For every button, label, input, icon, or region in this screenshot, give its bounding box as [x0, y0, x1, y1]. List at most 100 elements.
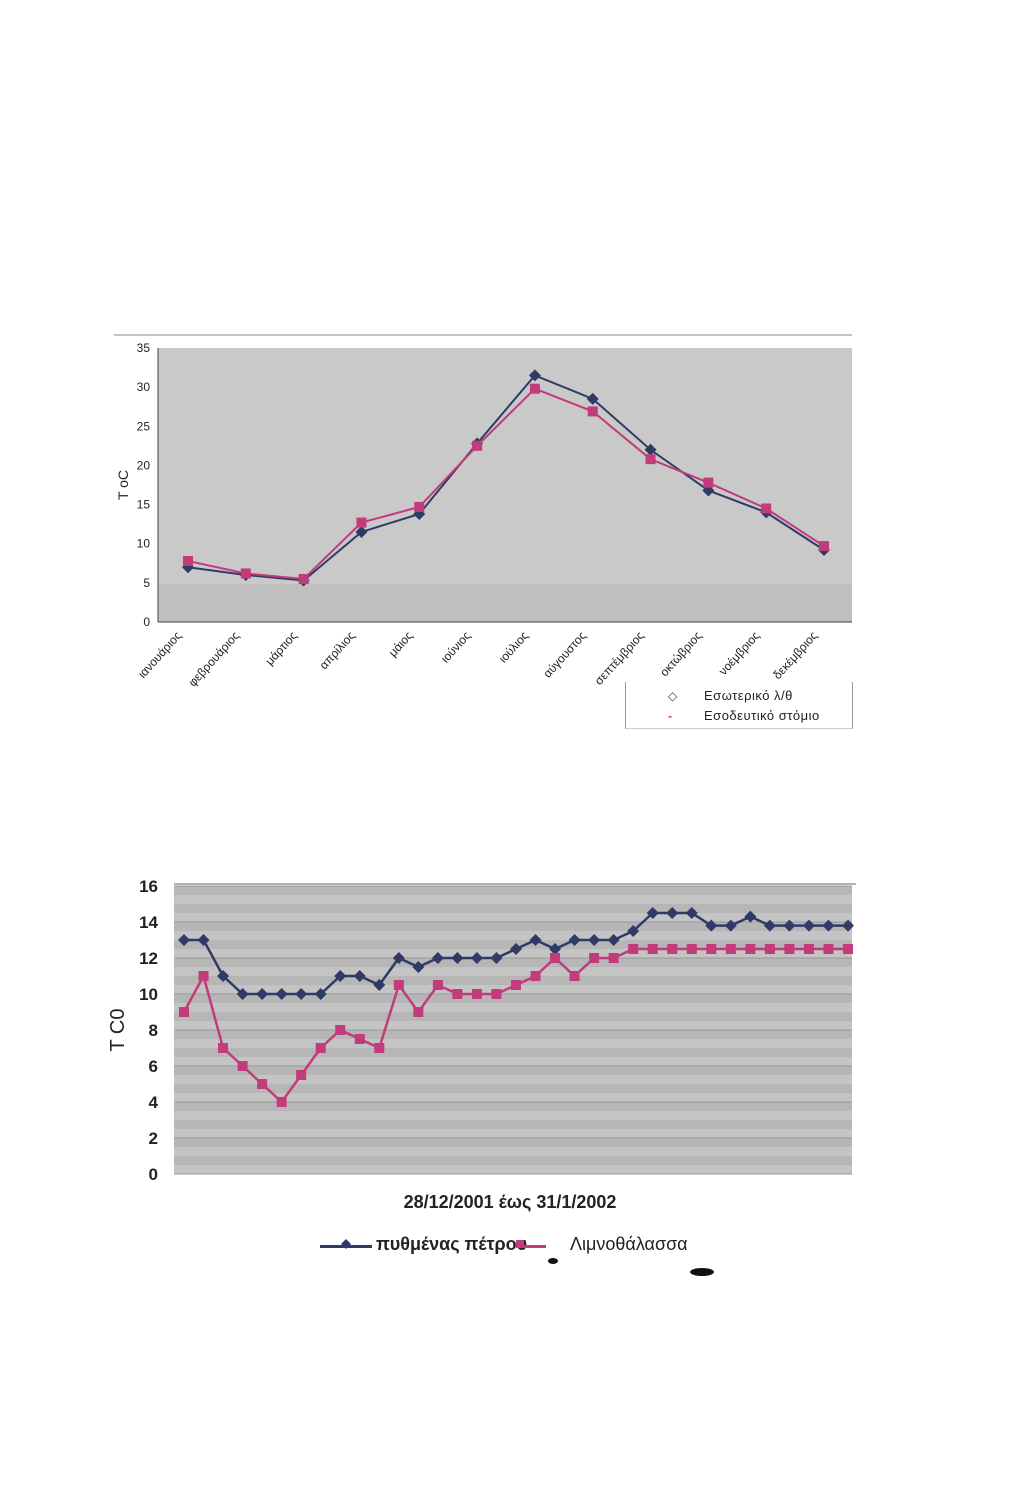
grid-stripe [174, 1102, 852, 1111]
x-tick-label: οκτώβριος [657, 628, 705, 679]
data-point [470, 952, 483, 964]
grid-stripe [174, 1156, 852, 1165]
data-point [335, 1025, 346, 1035]
data-point [608, 953, 619, 963]
data-point [183, 555, 193, 566]
y-tick-label: 0 [149, 1165, 158, 1184]
data-point [529, 383, 540, 394]
legend-item-inner: ◇ Εσωτερικό λ/θ [626, 686, 852, 706]
data-point [550, 953, 561, 963]
y-tick-label: 10 [139, 985, 158, 1004]
data-point [588, 934, 601, 946]
y-tick-label: 14 [139, 913, 158, 932]
legend-line-lagoon [520, 1245, 546, 1248]
data-point [257, 1079, 268, 1089]
dash-marker-icon: - [668, 709, 672, 723]
y-tick-label: 35 [137, 341, 151, 355]
data-point [451, 952, 464, 964]
data-point [724, 919, 737, 932]
x-tick-label: σεπτέμβριος [592, 628, 647, 687]
data-point [842, 919, 854, 932]
data-point [296, 1070, 307, 1080]
y-axis-title: T C0 [107, 1009, 129, 1052]
data-point [607, 934, 620, 946]
data-point [355, 525, 368, 538]
data-point [179, 1007, 189, 1017]
grid-stripe [174, 904, 852, 913]
data-point [432, 980, 443, 990]
data-point [354, 1034, 365, 1044]
series-line [187, 374, 825, 582]
data-point [627, 925, 640, 937]
y-tick-label: 8 [149, 1021, 158, 1040]
data-point [644, 443, 657, 456]
y-tick-label: 10 [137, 537, 151, 551]
data-point [685, 907, 698, 919]
y-tick-label: 2 [149, 1129, 158, 1148]
data-point [764, 944, 775, 954]
data-point [703, 477, 714, 488]
diamond-marker-icon [341, 1239, 351, 1249]
data-point [784, 944, 795, 954]
data-point [745, 944, 756, 954]
x-tick-label: μάιος [386, 628, 416, 659]
data-point [823, 944, 834, 954]
data-point [490, 952, 503, 964]
data-point [783, 919, 796, 932]
y-tick-label: 20 [137, 458, 151, 472]
data-point [298, 573, 309, 584]
data-point [472, 440, 483, 451]
data-point [530, 971, 541, 981]
data-point [197, 934, 210, 946]
data-point [761, 503, 772, 514]
scan-artifact [548, 1258, 558, 1264]
x-tick-label: νοέμβριος [716, 628, 763, 678]
x-tick-label: φεβρουάριος [185, 628, 242, 689]
data-point [702, 484, 715, 497]
data-point [529, 934, 542, 946]
grid-stripe [174, 1138, 852, 1147]
data-point [586, 392, 599, 405]
data-point [802, 919, 815, 932]
data-point [587, 406, 598, 417]
data-point [431, 952, 444, 964]
data-point [471, 989, 482, 999]
plot-area [158, 348, 852, 622]
data-point [705, 919, 718, 932]
data-point [819, 541, 829, 552]
data-point [666, 907, 679, 919]
data-point [646, 907, 659, 919]
grid-stripe [174, 958, 852, 967]
data-point [356, 517, 367, 528]
data-point [549, 943, 562, 955]
data-point [275, 988, 288, 1000]
monthly-temperature-chart: 0 5 10 15 20 25 30 35 T oC ιανουάριος φεβρουάριος μ… [110, 330, 860, 730]
data-point [491, 989, 502, 999]
grid-stripe [174, 1048, 852, 1057]
data-point [568, 934, 581, 946]
x-tick-label: αύγουστος [540, 628, 589, 680]
data-point [511, 980, 521, 990]
x-tick-label: ιούνιος [438, 628, 473, 665]
data-point [413, 1007, 424, 1017]
grid-stripe [174, 1066, 852, 1075]
data-point [452, 989, 463, 999]
data-point [647, 944, 658, 954]
grid-stripe [174, 940, 852, 949]
square-marker-icon [516, 1240, 524, 1248]
legend-label-bottom: πυθμένας πέτρου [376, 1234, 528, 1254]
grid-stripe [174, 922, 852, 931]
data-point [763, 919, 776, 932]
data-point [217, 970, 230, 982]
y-axis-title: T oC [115, 470, 131, 500]
y-tick-label: 30 [137, 380, 151, 394]
data-point [236, 988, 249, 1000]
grid-stripe [174, 1012, 852, 1021]
y-tick-label: 15 [137, 498, 151, 512]
data-point [744, 910, 757, 923]
grid-stripe [174, 1120, 852, 1129]
x-tick-label: ιούλιος [496, 628, 531, 665]
y-tick-label: 25 [137, 419, 151, 433]
data-point [667, 944, 678, 954]
y-tick-label: 12 [139, 949, 158, 968]
